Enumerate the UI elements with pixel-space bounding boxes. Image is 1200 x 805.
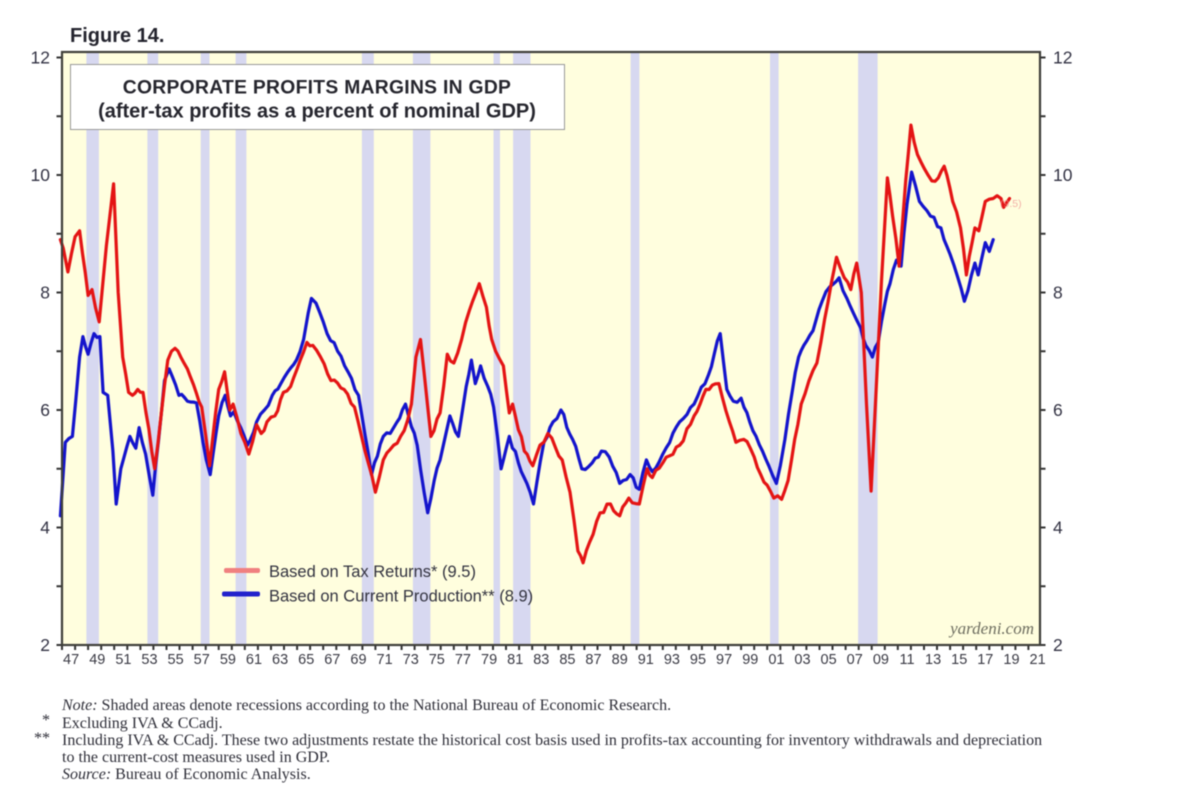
svg-text:21: 21 [1030, 652, 1046, 668]
svg-text:65: 65 [298, 652, 314, 668]
svg-text:Source: Bureau of Economic Ana: Source: Bureau of Economic Analysis. [62, 766, 311, 783]
svg-text:05: 05 [821, 652, 837, 668]
svg-text:Note: Shaded areas denote rece: Note: Shaded areas denote recessions acc… [61, 697, 671, 714]
svg-text:61: 61 [246, 652, 262, 668]
svg-text:59: 59 [220, 652, 236, 668]
svg-text:15: 15 [951, 652, 967, 668]
svg-text:55: 55 [168, 652, 184, 668]
svg-text:(9.5): (9.5) [1000, 198, 1022, 210]
svg-text:03: 03 [794, 652, 810, 668]
svg-text:17: 17 [977, 652, 993, 668]
svg-text:81: 81 [507, 652, 523, 668]
svg-text:4: 4 [1053, 518, 1063, 538]
svg-text:*: * [42, 712, 50, 729]
svg-text:51: 51 [115, 652, 131, 668]
svg-text:71: 71 [377, 652, 393, 668]
svg-text:49: 49 [89, 652, 105, 668]
svg-text:09: 09 [873, 652, 889, 668]
svg-text:6: 6 [1053, 400, 1063, 420]
svg-text:CORPORATE PROFITS MARGINS IN G: CORPORATE PROFITS MARGINS IN GDP [123, 78, 511, 99]
svg-text:yardeni.com: yardeni.com [948, 619, 1034, 638]
svg-text:87: 87 [585, 652, 601, 668]
svg-text:83: 83 [533, 652, 549, 668]
svg-text:19: 19 [1003, 652, 1019, 668]
svg-text:8: 8 [1053, 283, 1063, 303]
svg-text:91: 91 [638, 652, 654, 668]
svg-text:10: 10 [31, 165, 51, 185]
svg-text:67: 67 [324, 652, 340, 668]
svg-text:95: 95 [690, 652, 706, 668]
svg-text:69: 69 [350, 652, 366, 668]
svg-text:73: 73 [403, 652, 419, 668]
svg-text:89: 89 [612, 652, 628, 668]
svg-text:8: 8 [40, 283, 50, 303]
svg-text:99: 99 [742, 652, 758, 668]
svg-text:4: 4 [40, 518, 50, 538]
svg-text:47: 47 [63, 652, 79, 668]
svg-text:Based on Current Production**: Based on Current Production** (8.9) [269, 588, 533, 606]
svg-text:2: 2 [1053, 635, 1063, 655]
svg-text:11: 11 [899, 652, 914, 668]
svg-text:07: 07 [847, 652, 863, 668]
svg-text:97: 97 [716, 652, 732, 668]
svg-text:75: 75 [429, 652, 445, 668]
svg-text:2: 2 [40, 635, 50, 655]
svg-text:Excluding IVA & CCadj.: Excluding IVA & CCadj. [62, 715, 223, 732]
svg-text:Including IVA & CCadj. These t: Including IVA & CCadj. These two adjustm… [62, 732, 1042, 749]
svg-text:to the current-cost measures u: to the current-cost measures used in GDP… [62, 749, 330, 766]
svg-text:79: 79 [481, 652, 497, 668]
svg-text:**: ** [34, 730, 50, 747]
svg-text:(after-tax profits as a percen: (after-tax profits as a percent of nomin… [98, 101, 536, 123]
svg-text:Figure 14.: Figure 14. [70, 25, 164, 47]
svg-text:13: 13 [925, 652, 941, 668]
svg-text:12: 12 [31, 48, 50, 68]
svg-text:Based on Tax Returns* (9.5): Based on Tax Returns* (9.5) [269, 563, 476, 581]
svg-text:12: 12 [1053, 48, 1072, 68]
svg-text:63: 63 [272, 652, 288, 668]
svg-text:10: 10 [1053, 165, 1073, 185]
svg-text:01: 01 [768, 652, 784, 668]
svg-text:77: 77 [455, 652, 471, 668]
svg-text:6: 6 [40, 400, 50, 420]
svg-text:53: 53 [141, 652, 157, 668]
svg-text:57: 57 [194, 652, 210, 668]
svg-text:93: 93 [664, 652, 680, 668]
svg-text:85: 85 [559, 652, 575, 668]
